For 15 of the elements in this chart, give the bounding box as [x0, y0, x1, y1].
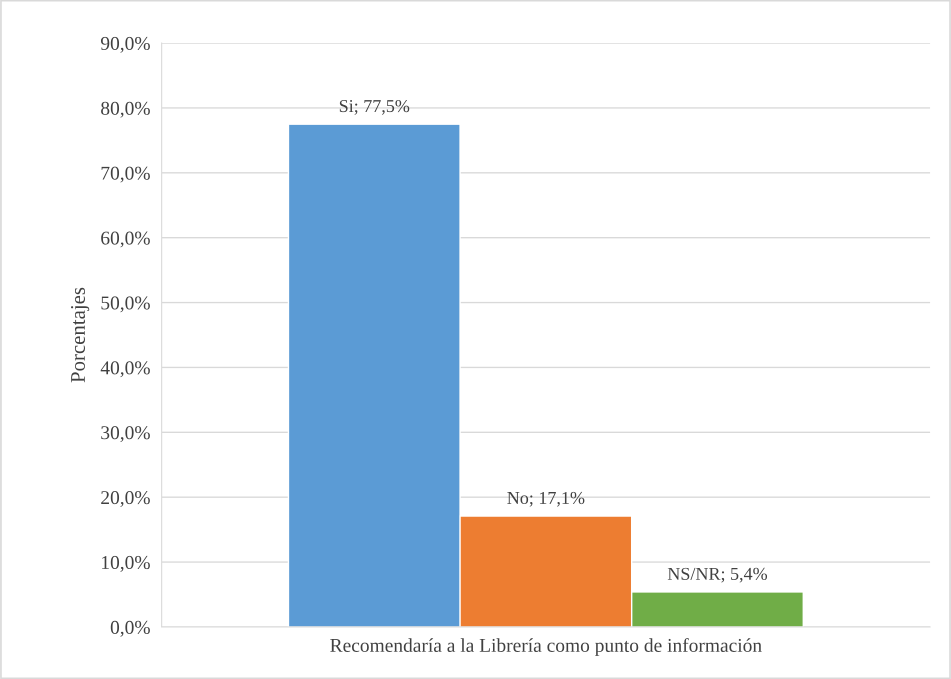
x-axis-title: Recomendaría a la Librería como punto de información — [330, 638, 762, 656]
text: No; 17,1% — [507, 492, 584, 507]
y-tick-label: 90,0% — [100, 36, 150, 53]
text: NS/NR; 5,4% — [668, 568, 768, 583]
y-tick-label: 10,0% — [102, 556, 150, 572]
y-tick-label: 0,0% — [110, 620, 150, 637]
y-tick-label: 50,0% — [101, 296, 150, 312]
y-tick-label: 60,0% — [101, 232, 150, 248]
y-tick-label: 70,0% — [102, 166, 150, 183]
y-tick-label: 20,0% — [101, 491, 150, 507]
y-axis-title: Porcentajes — [70, 288, 90, 382]
y-tick-label: 80,0% — [101, 102, 150, 118]
text: Si; 77,5% — [340, 100, 410, 115]
y-tick-label: 30,0% — [101, 426, 150, 442]
y-tick-label: 40,0% — [100, 361, 150, 378]
